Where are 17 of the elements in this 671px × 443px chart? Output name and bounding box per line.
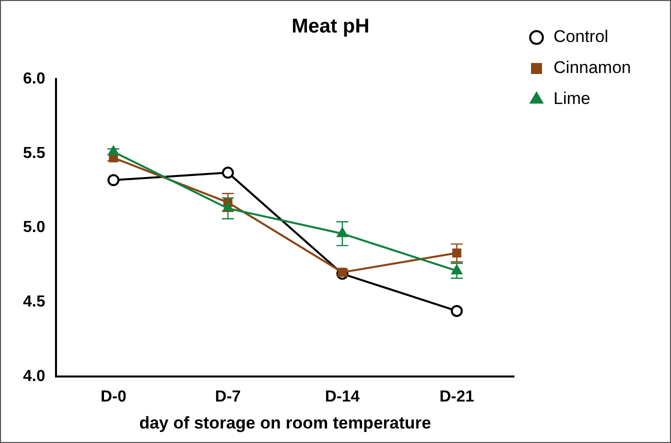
- point: [450, 304, 463, 317]
- point: [107, 174, 120, 186]
- legend-label: Cinnamon: [554, 58, 632, 78]
- x-tick-label: D-14: [325, 388, 360, 406]
- chart-title: Meat pH: [292, 16, 370, 38]
- y-tick-label: 6.0: [22, 70, 46, 88]
- y-tick-label: 5.5: [22, 144, 46, 162]
- point: [222, 166, 234, 179]
- legend-label: Control: [554, 27, 608, 46]
- x-axis-title: day of storage on room temperature: [139, 413, 432, 432]
- y-tick-label: 4.0: [22, 368, 46, 385]
- y-tick-label: 4.5: [22, 293, 46, 310]
- legend-label: Lime: [554, 89, 590, 108]
- x-tick-label: D-0: [100, 388, 126, 406]
- x-tick-label: D-21: [439, 388, 474, 406]
- y-tick-label: 5.0: [22, 219, 46, 236]
- x-tick-label: D-7: [215, 388, 241, 406]
